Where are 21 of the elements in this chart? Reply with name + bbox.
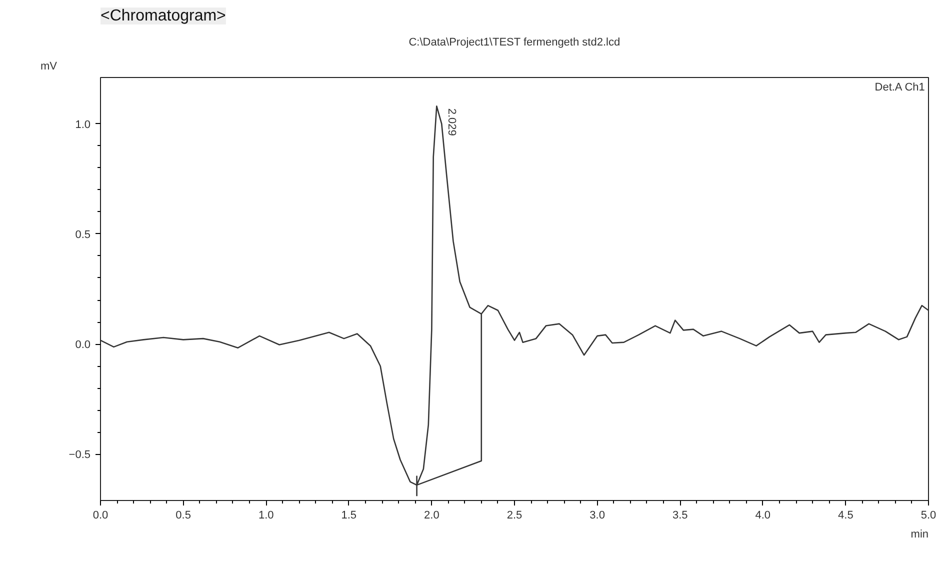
x-tick-label: 0.0 — [92, 510, 108, 522]
x-tick-label: 5.0 — [920, 510, 936, 522]
x-tick-label: 2.5 — [506, 510, 522, 522]
x-tick-label: 3.5 — [672, 510, 688, 522]
chart-title: <Chromatogram> — [100, 8, 226, 24]
annotation: 2.029 — [446, 108, 458, 136]
annotation: Det.A Ch1 — [874, 82, 925, 94]
chart-subtitle: C:\Data\Project1\TEST fermengeth std2.lcd — [408, 36, 620, 48]
y-tick-label: 0.0 — [75, 339, 91, 352]
x-tick-label: 1.5 — [341, 510, 357, 522]
y-tick-label: 0.5 — [75, 228, 91, 241]
x-tick-label: 2.0 — [424, 510, 440, 522]
x-axis-title: min — [910, 528, 929, 540]
x-tick-label: 4.5 — [838, 510, 854, 522]
y-tick-label: 1.0 — [75, 118, 91, 131]
x-tick-label: 3.0 — [590, 510, 605, 522]
y-axis-title: mV — [40, 60, 58, 72]
x-tick-label: 4.0 — [755, 510, 771, 522]
x-tick-label: 0.5 — [176, 510, 191, 522]
y-tick-label: −0.5 — [68, 449, 91, 462]
x-tick-label: 1.0 — [258, 510, 274, 522]
